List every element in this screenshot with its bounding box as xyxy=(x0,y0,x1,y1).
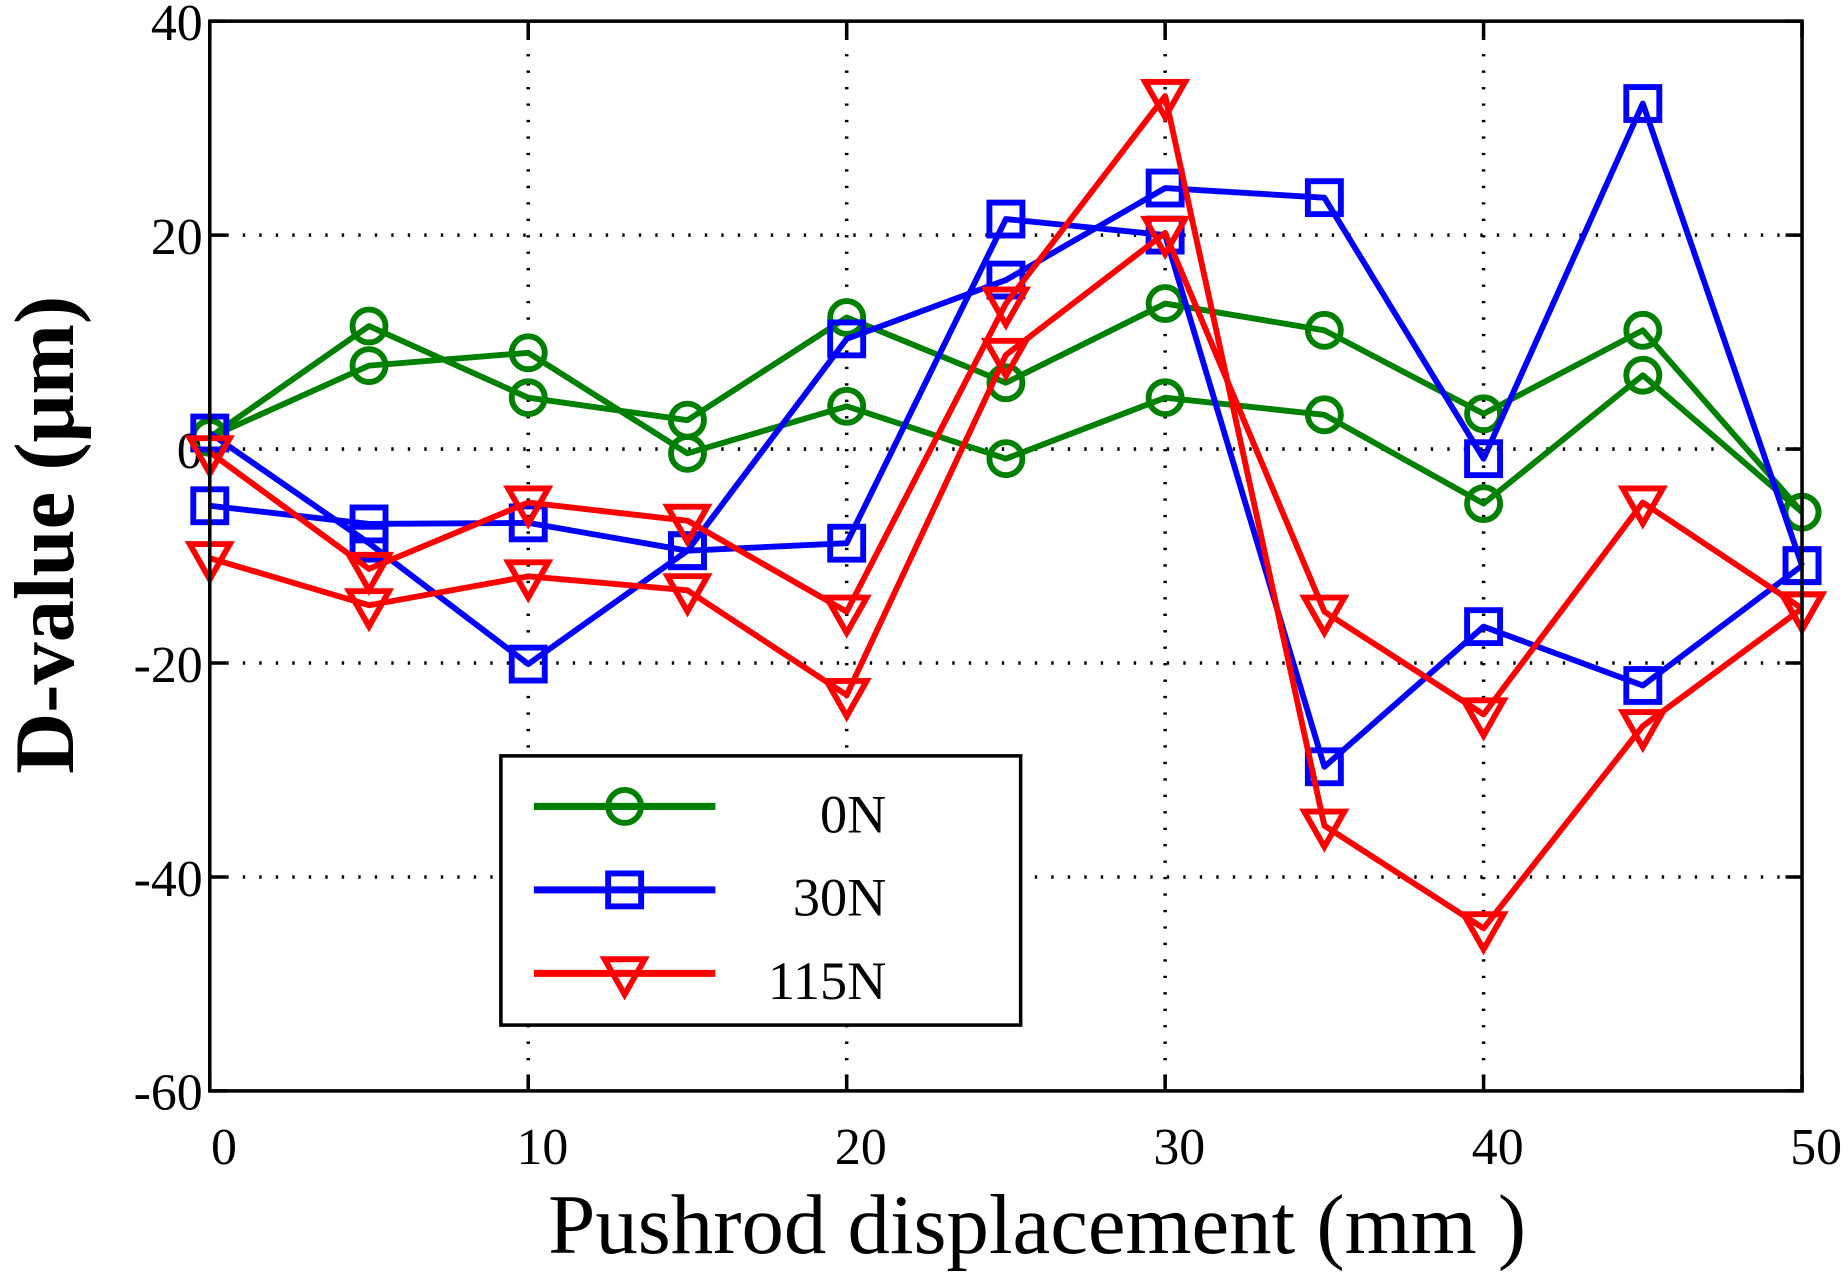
circle-marker xyxy=(986,363,1026,403)
square-marker xyxy=(508,644,548,684)
series-line-115N xyxy=(208,230,1804,718)
circle-marker xyxy=(1464,484,1504,524)
triangle-down-marker xyxy=(599,956,650,1001)
triangle-down-marker xyxy=(662,503,713,548)
circle-marker xyxy=(349,346,389,386)
square-marker xyxy=(827,523,867,563)
legend-label-0N: 0N xyxy=(820,784,886,844)
triangle-down-marker xyxy=(343,551,395,596)
circle-marker xyxy=(827,298,867,337)
series-line-30N xyxy=(208,100,1805,668)
series-line-0N xyxy=(208,300,1805,515)
circle-marker xyxy=(508,333,548,373)
square-marker xyxy=(1145,168,1185,208)
circle-marker xyxy=(1304,395,1344,435)
circle-marker xyxy=(1145,284,1185,323)
circle-marker xyxy=(1623,355,1663,395)
x-tick-label: 10 xyxy=(516,1119,568,1176)
x-tick-label: 0 xyxy=(211,1119,237,1176)
triangle-down-marker xyxy=(980,337,1032,383)
circle-marker xyxy=(1464,394,1504,434)
triangle-down-marker xyxy=(343,588,395,633)
y-tick-label: -20 xyxy=(134,637,203,694)
triangle-down-marker xyxy=(503,485,554,530)
legend: 0N 30N 115N xyxy=(499,754,1023,1027)
series-layer xyxy=(184,78,1828,956)
x-axis-label: Pushrod displacement (mm ) xyxy=(548,1178,1526,1272)
circle-marker xyxy=(605,787,645,826)
y-tick-label: 20 xyxy=(151,209,203,266)
y-tick-label: -40 xyxy=(134,851,203,908)
x-tick-label: 50 xyxy=(1790,1119,1842,1176)
square-marker xyxy=(1623,666,1663,705)
triangle-down-marker xyxy=(1299,808,1350,853)
triangle-down-marker xyxy=(821,594,872,639)
circle-marker xyxy=(349,306,389,346)
triangle-down-marker xyxy=(1617,709,1668,754)
series-line-0N xyxy=(208,349,1804,515)
triangle-down-marker xyxy=(1140,215,1191,261)
x-tick-label: 30 xyxy=(1153,1119,1205,1176)
y-tick-label: -60 xyxy=(134,1065,203,1122)
circle-marker xyxy=(1145,378,1185,418)
circle-marker xyxy=(986,439,1026,479)
y-axis-label: D-value (μm) xyxy=(0,296,92,774)
series-line-115N xyxy=(208,93,1804,932)
triangle-down-marker xyxy=(1458,911,1509,956)
triangle-down-marker xyxy=(503,559,554,604)
x-tick-label: 20 xyxy=(835,1119,887,1176)
square-marker xyxy=(605,870,645,910)
square-marker xyxy=(1623,84,1663,123)
y-tick-label: 40 xyxy=(151,0,203,52)
legend-label-115N: 115N xyxy=(768,951,886,1011)
triangle-down-marker xyxy=(821,678,872,723)
square-marker xyxy=(986,199,1026,239)
circle-marker xyxy=(668,433,707,473)
legend-label-30N: 30N xyxy=(793,868,886,928)
triangle-down-marker xyxy=(662,573,713,618)
square-marker xyxy=(668,531,707,571)
square-marker xyxy=(827,319,867,359)
x-tick-label: 40 xyxy=(1472,1119,1524,1176)
square-marker xyxy=(1464,439,1504,479)
square-marker xyxy=(508,503,548,543)
triangle-down-marker xyxy=(1617,485,1668,530)
square-marker xyxy=(349,504,389,544)
circle-marker xyxy=(827,386,867,426)
circle-marker xyxy=(508,378,548,418)
circle-marker xyxy=(1623,310,1663,350)
triangle-down-marker xyxy=(1458,697,1509,742)
plot-frame xyxy=(208,19,1804,1093)
square-marker xyxy=(1464,607,1504,647)
square-marker xyxy=(1304,178,1344,218)
triangle-down-marker xyxy=(1140,78,1191,124)
triangle-down-marker xyxy=(980,286,1032,331)
square-marker xyxy=(1304,747,1344,787)
series-115N xyxy=(184,78,1828,956)
circle-marker xyxy=(1304,310,1344,350)
series-0N xyxy=(190,284,1822,532)
triangle-down-marker xyxy=(1299,594,1350,639)
